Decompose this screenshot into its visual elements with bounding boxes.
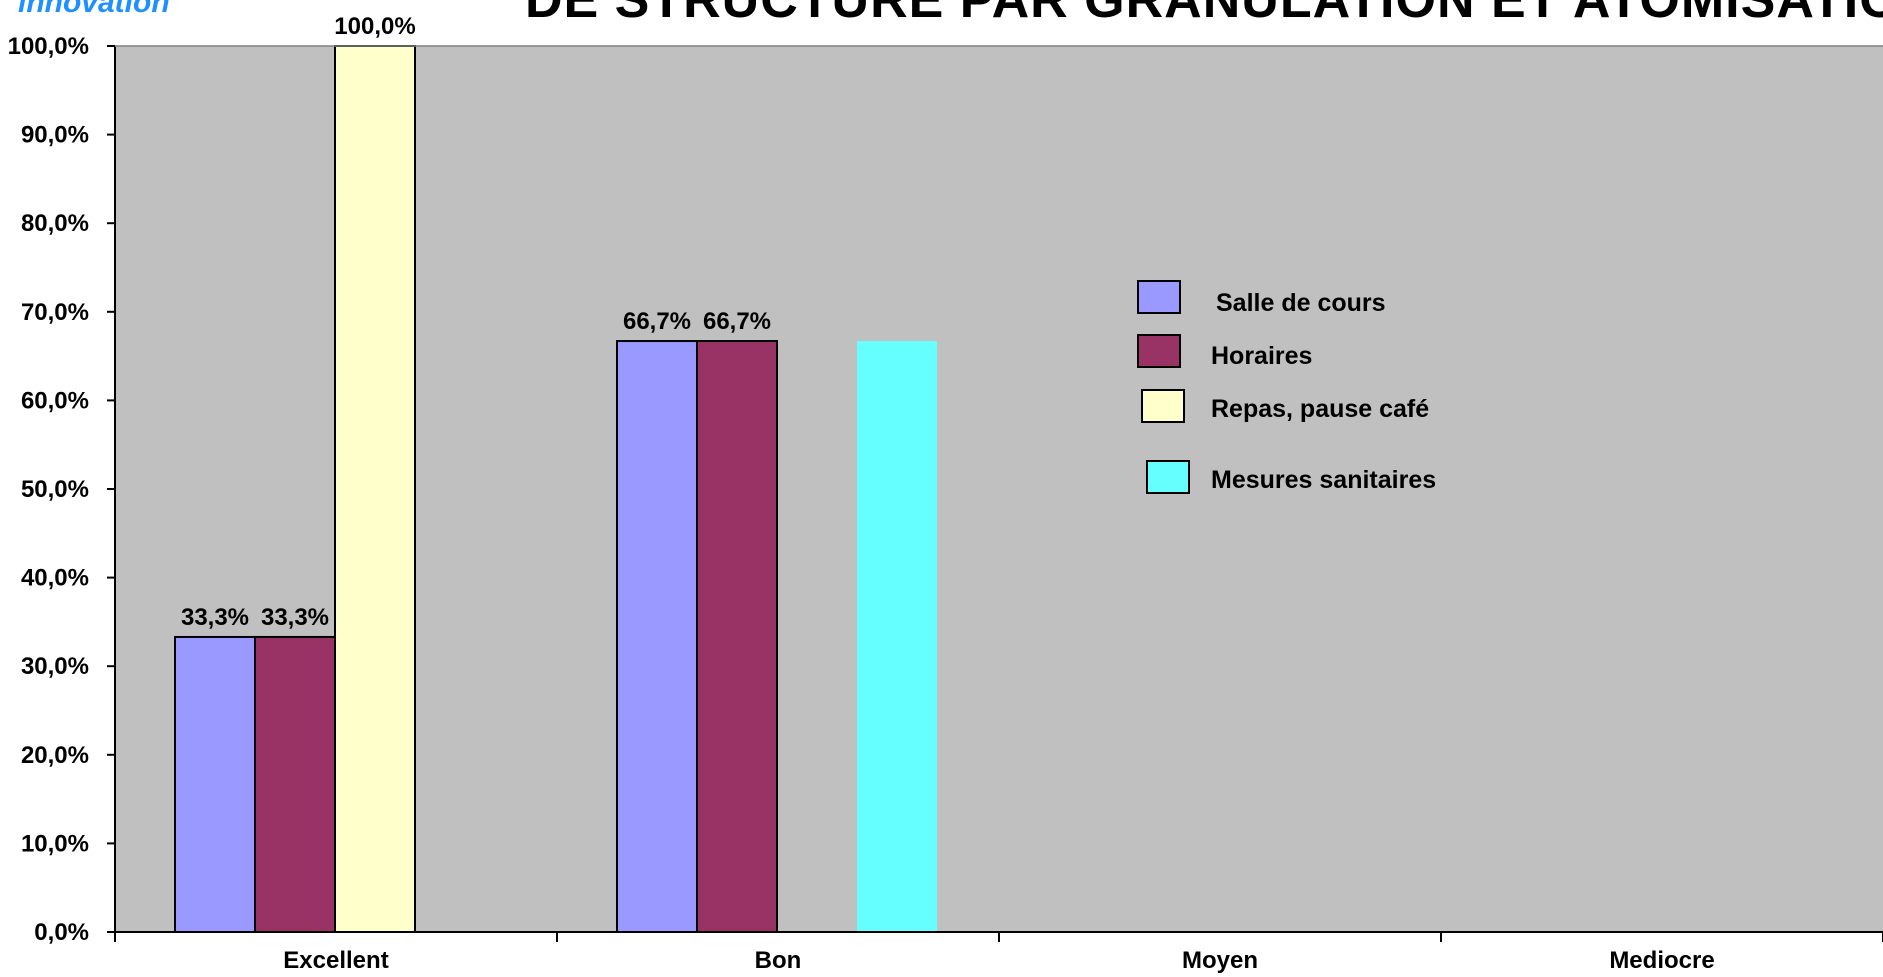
bars-group — [174, 45, 937, 933]
legend-label: Repas, pause café — [1211, 395, 1429, 423]
y-axis: 0,0% 10,0% 20,0% 30,0% 40,0% 50,0% 60,0% 70,0% 8… — [8, 33, 116, 946]
x-tick-label: Bon — [755, 947, 802, 974]
legend-label: Mesures sanitaires — [1211, 466, 1436, 494]
x-tick-label: Moyen — [1182, 947, 1258, 974]
bar-0-1 — [254, 635, 336, 933]
value-label-0-0: 33,3% — [181, 604, 249, 631]
chart-title: DE STRUCTURE PAR GRANULATION ET ATOMISAT… — [525, 0, 1883, 29]
legend-swatch — [1137, 334, 1181, 368]
legend-swatch — [1137, 280, 1181, 314]
bar-0-2 — [334, 45, 416, 933]
value-label-0-1: 33,3% — [261, 604, 329, 631]
y-tick-label: 30,0% — [21, 653, 89, 680]
brand-logo-text: innovation — [18, 0, 170, 19]
bar-0-0 — [174, 635, 256, 933]
bar-1-1 — [696, 340, 778, 933]
y-tick-label: 40,0% — [21, 565, 89, 592]
legend-label: Horaires — [1211, 342, 1312, 370]
y-tick-label: 80,0% — [21, 210, 89, 237]
x-tick-label: Excellent — [283, 947, 388, 974]
y-tick-label: 70,0% — [21, 299, 89, 326]
x-tick-label: Mediocre — [1609, 947, 1714, 974]
y-tick-label: 100,0% — [8, 33, 89, 60]
bar-1-3 — [857, 341, 937, 933]
bar-1-0 — [616, 340, 698, 933]
value-label-1-0: 66,7% — [623, 308, 691, 335]
value-labels-group: 33,3% 66,7% 33,3% 66,7% 100,0% — [181, 13, 771, 631]
y-tick-label: 20,0% — [21, 742, 89, 769]
value-label-1-1: 66,7% — [703, 308, 771, 335]
x-axis: Excellent Bon Moyen Mediocre — [114, 931, 1883, 974]
legend-swatch — [1146, 460, 1190, 494]
y-tick-label: 60,0% — [21, 387, 89, 414]
y-tick-label: 50,0% — [21, 476, 89, 503]
y-tick-label: 10,0% — [21, 830, 89, 857]
y-tick-label: 90,0% — [21, 122, 89, 149]
value-label-0-2: 100,0% — [334, 13, 415, 40]
legend: Salle de cours Horaires Repas, pause café M… — [1137, 280, 1436, 494]
y-tick-label: 0,0% — [34, 919, 89, 946]
legend-swatch — [1141, 389, 1185, 423]
legend-label: Salle de cours — [1216, 289, 1386, 317]
